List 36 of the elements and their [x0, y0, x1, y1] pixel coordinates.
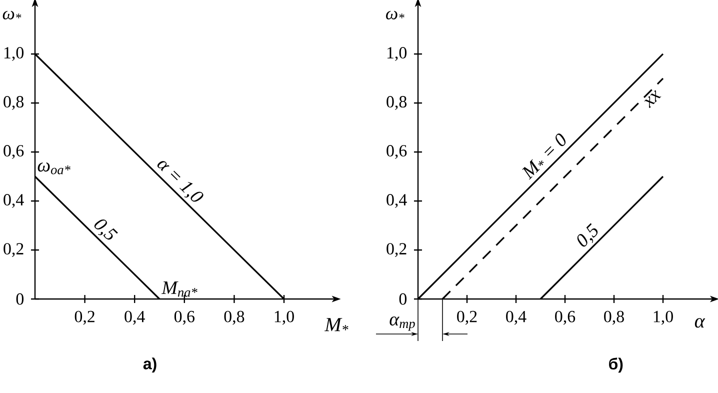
y-tick-label: 0,6 [386, 145, 407, 159]
text: xx [644, 90, 662, 108]
y-tick-label: 0,6 [4, 145, 24, 159]
y-tick-label: 0,8 [4, 96, 24, 110]
x-tick-label: 0,4 [124, 310, 145, 325]
x-tick-label: 1,0 [654, 310, 673, 325]
text: а) [143, 358, 156, 373]
x-tick-label: 0,4 [506, 310, 526, 325]
x-axis-title: α [694, 318, 706, 328]
x-tick-label: 0,8 [224, 310, 244, 325]
text: 0,5 [94, 219, 118, 240]
x-tick-label: 0,8 [604, 310, 624, 325]
x-tick-label: 0,2 [74, 310, 94, 325]
x-axis-title: M$_{*}$ [324, 318, 348, 332]
y-tick-label: 0,8 [386, 96, 407, 110]
text: α = 1,0 [157, 161, 204, 202]
y-tick-label: 1,0 [4, 47, 24, 61]
y-tick-label: 0,4 [4, 194, 24, 208]
x-tick-label: 0,2 [457, 310, 477, 325]
x-tick-label: 1,0 [274, 310, 294, 325]
y-tick-label: 0,2 [386, 243, 406, 257]
y-tick-label: 0 [16, 293, 24, 305]
text: 0,5 [577, 223, 598, 247]
x-tick-label: 0,6 [174, 310, 194, 325]
y-tick-label: 1,0 [387, 47, 407, 61]
annotation: ω$_{оа*}$ [38, 162, 70, 174]
annotation: α$_{тр}$ [390, 316, 415, 331]
text: M$_{*}$ = 0 [522, 134, 566, 180]
y-axis-title: ω$_{*}$ [386, 10, 404, 20]
x-tick-label: 0,6 [555, 310, 576, 325]
annotation: M$_{па*}$ [161, 282, 198, 297]
y-tick-label: 0,4 [386, 194, 407, 208]
text: б) [609, 358, 623, 373]
y-axis-title: ω$_{*}$ [2, 10, 22, 20]
y-tick-label: 0 [399, 293, 407, 305]
y-tick-label: 0,2 [4, 243, 24, 257]
